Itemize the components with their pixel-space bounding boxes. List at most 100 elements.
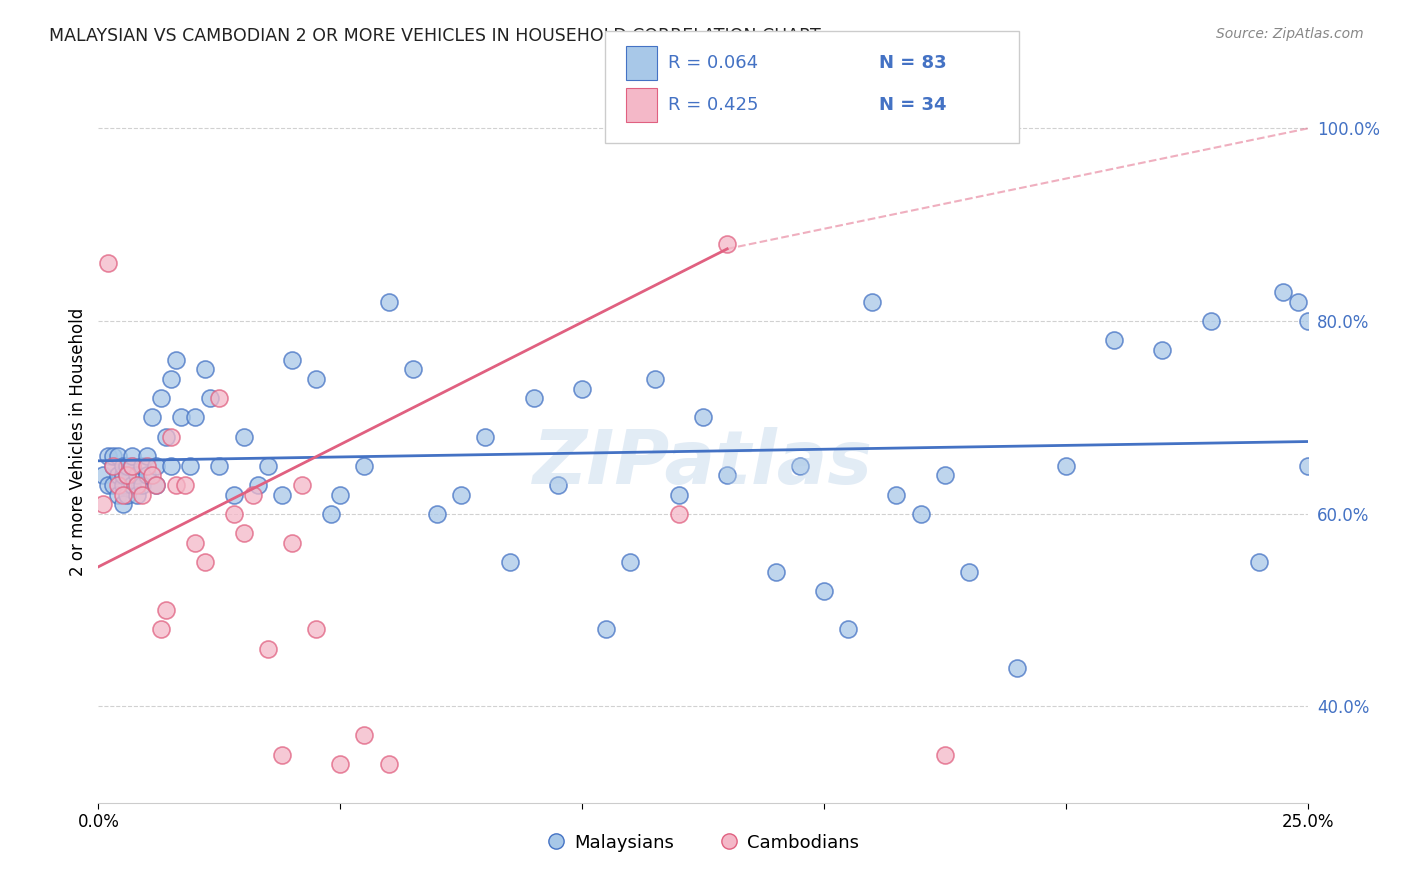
Point [1054, 458, 1077, 473]
Point [135, 458, 157, 473]
Point [271, 747, 294, 762]
Point [131, 478, 153, 492]
Point [595, 623, 617, 637]
Point [127, 478, 149, 492]
Point [135, 468, 157, 483]
Point [222, 487, 245, 501]
Point [232, 430, 254, 444]
Point [353, 728, 375, 742]
Point [644, 372, 666, 386]
Point [1199, 314, 1222, 328]
Point [1007, 661, 1029, 675]
Point [101, 458, 124, 473]
Point [127, 487, 149, 501]
Point [117, 468, 139, 483]
Point [305, 623, 328, 637]
Point [474, 430, 496, 444]
Point [692, 410, 714, 425]
Point [121, 458, 143, 473]
Point [184, 410, 207, 425]
Point [111, 497, 134, 511]
Point [91, 497, 114, 511]
Point [232, 526, 254, 541]
Point [208, 458, 231, 473]
Point [135, 449, 157, 463]
Point [886, 487, 908, 501]
Point [165, 352, 187, 367]
Point [101, 458, 124, 473]
Point [117, 487, 139, 501]
Point [281, 352, 304, 367]
Point [789, 458, 811, 473]
Point [329, 757, 352, 772]
Point [765, 565, 787, 579]
Point [571, 382, 593, 396]
Point [450, 487, 472, 501]
Point [107, 487, 129, 501]
Point [165, 478, 187, 492]
Point [121, 478, 143, 492]
Point [860, 294, 883, 309]
Point [242, 487, 264, 501]
Point [377, 294, 399, 309]
Point [523, 391, 546, 405]
Point [198, 391, 221, 405]
Point [1296, 458, 1319, 473]
Point [150, 391, 173, 405]
Point [194, 555, 217, 569]
Point [97, 449, 120, 463]
Point [111, 468, 134, 483]
Point [668, 507, 690, 521]
Point [111, 487, 134, 501]
Point [1102, 334, 1125, 348]
Text: N = 34: N = 34 [879, 96, 946, 114]
Point [547, 478, 569, 492]
Point [91, 468, 114, 483]
Point [247, 478, 270, 492]
Point [208, 391, 231, 405]
Point [837, 623, 859, 637]
Point [498, 555, 520, 569]
Point [97, 256, 120, 270]
Text: MALAYSIAN VS CAMBODIAN 2 OR MORE VEHICLES IN HOUSEHOLD CORRELATION CHART: MALAYSIAN VS CAMBODIAN 2 OR MORE VEHICLE… [49, 27, 821, 45]
Point [256, 458, 278, 473]
Point [160, 372, 183, 386]
Point [127, 468, 149, 483]
Point [101, 449, 124, 463]
Point [426, 507, 449, 521]
Point [402, 362, 425, 376]
Point [256, 641, 278, 656]
Point [353, 458, 375, 473]
Point [155, 430, 177, 444]
Point [934, 468, 956, 483]
Point [174, 478, 197, 492]
Point [160, 458, 183, 473]
Point [107, 468, 129, 483]
Point [145, 458, 167, 473]
Point [179, 458, 201, 473]
Point [1152, 343, 1174, 357]
Point [111, 458, 134, 473]
Point [117, 458, 139, 473]
Point [957, 565, 980, 579]
Text: N = 83: N = 83 [879, 54, 946, 72]
Point [97, 478, 120, 492]
Text: Source: ZipAtlas.com: Source: ZipAtlas.com [1216, 27, 1364, 41]
Text: R = 0.064: R = 0.064 [668, 54, 758, 72]
Point [107, 449, 129, 463]
Point [305, 372, 328, 386]
Point [813, 583, 835, 598]
Text: R = 0.425: R = 0.425 [668, 96, 758, 114]
Point [1272, 285, 1295, 300]
Point [377, 757, 399, 772]
Y-axis label: 2 or more Vehicles in Household: 2 or more Vehicles in Household [69, 308, 87, 575]
Point [160, 430, 183, 444]
Point [117, 468, 139, 483]
Point [111, 478, 134, 492]
Point [184, 535, 207, 549]
Point [290, 478, 312, 492]
Point [716, 468, 738, 483]
Point [281, 535, 304, 549]
Point [145, 478, 167, 492]
Point [194, 362, 217, 376]
